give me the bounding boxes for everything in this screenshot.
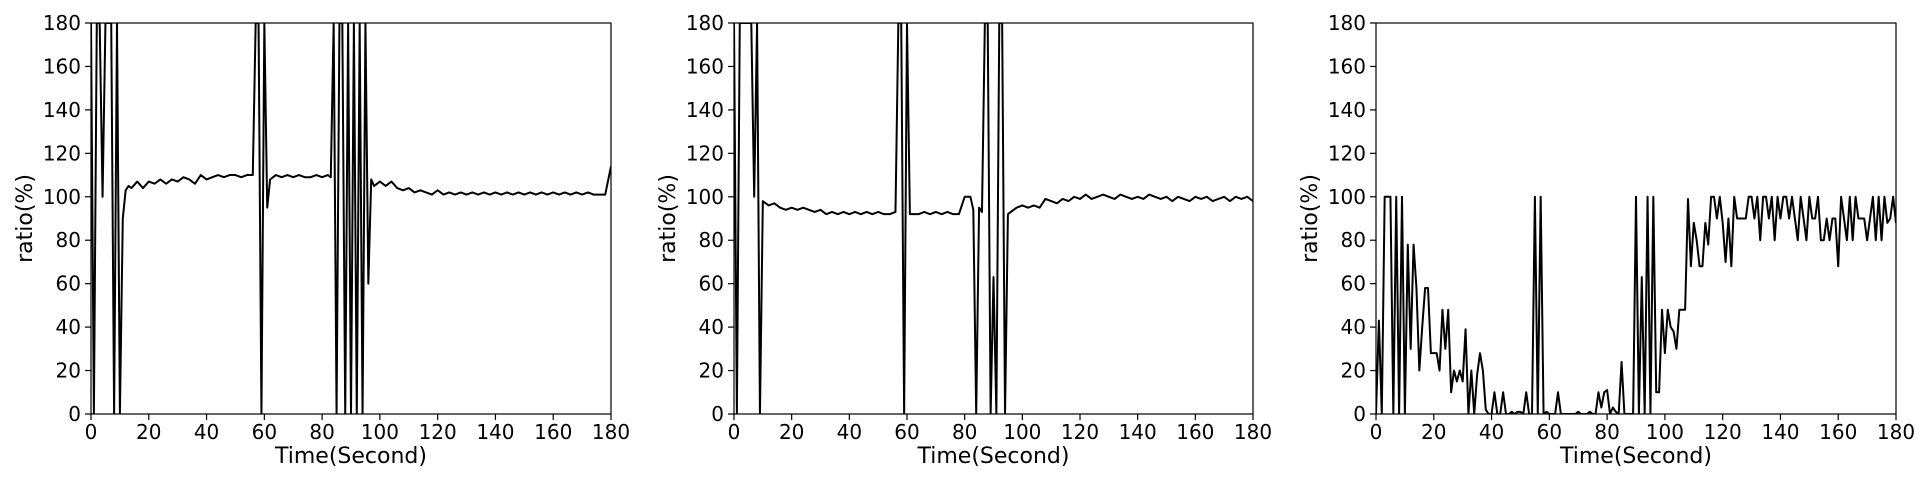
series-line: [91, 23, 611, 414]
x-tick-label: 120: [419, 420, 457, 444]
y-tick-label: 100: [43, 185, 81, 209]
series-line: [734, 23, 1253, 414]
x-tick-label: 180: [1877, 420, 1915, 444]
y-tick-label: 100: [686, 185, 724, 209]
y-tick-label: 20: [699, 359, 724, 383]
x-tick-label: 80: [952, 420, 977, 444]
x-tick-label: 0: [1370, 420, 1383, 444]
x-tick-label: 80: [1594, 420, 1619, 444]
x-tick-label: 40: [1479, 420, 1504, 444]
x-tick-label: 20: [779, 420, 804, 444]
x-tick-label: 40: [194, 420, 219, 444]
x-tick-label: 180: [1234, 420, 1272, 444]
x-tick-label: 60: [1537, 420, 1562, 444]
x-tick-label: 100: [1646, 420, 1684, 444]
x-axis-label: Time(Second): [274, 444, 427, 469]
y-tick-label: 60: [699, 272, 724, 296]
y-axis-label: ratio(%): [1298, 174, 1323, 263]
y-tick-label: 120: [1328, 141, 1366, 165]
y-tick-label: 80: [56, 228, 81, 252]
y-tick-label: 160: [1328, 54, 1366, 78]
y-axis-label: ratio(%): [13, 174, 38, 263]
x-tick-label: 100: [1003, 420, 1041, 444]
x-tick-label: 140: [1119, 420, 1157, 444]
y-tick-label: 0: [68, 402, 81, 426]
y-tick-label: 140: [686, 98, 724, 122]
x-tick-label: 0: [728, 420, 741, 444]
y-tick-label: 160: [686, 54, 724, 78]
x-tick-label: 60: [252, 420, 277, 444]
x-tick-label: 120: [1704, 420, 1742, 444]
y-tick-label: 40: [56, 315, 81, 339]
x-tick-label: 160: [1819, 420, 1857, 444]
y-tick-label: 140: [1328, 98, 1366, 122]
x-axis-label: Time(Second): [917, 444, 1070, 469]
x-tick-label: 160: [534, 420, 572, 444]
y-tick-label: 180: [43, 11, 81, 35]
y-tick-label: 40: [699, 315, 724, 339]
x-tick-label: 140: [1761, 420, 1799, 444]
y-tick-label: 80: [1341, 228, 1366, 252]
y-tick-label: 60: [1341, 272, 1366, 296]
y-tick-label: 180: [1328, 11, 1366, 35]
y-tick-label: 160: [43, 54, 81, 78]
plot-frame: [733, 22, 1254, 415]
x-tick-label: 100: [361, 420, 399, 444]
y-tick-label: 60: [56, 272, 81, 296]
y-tick-label: 40: [1341, 315, 1366, 339]
x-tick-label: 40: [837, 420, 862, 444]
plot-frame: [90, 22, 612, 415]
x-tick-label: 20: [136, 420, 161, 444]
y-tick-label: 120: [43, 141, 81, 165]
series-line: [1376, 195, 1896, 414]
x-tick-label: 80: [309, 420, 334, 444]
y-tick-label: 0: [1353, 402, 1366, 426]
x-tick-label: 120: [1061, 420, 1099, 444]
chart-panel-3: 0 20 40 60 80 100 120 140 160 180 0 20 40 60 80 100 120 1…: [1298, 11, 1915, 469]
y-tick-label: 140: [43, 98, 81, 122]
chart-panel-2: 0 20 40 60 80 100 120 140 160 180 0 20 40 60 80 100 120 1…: [656, 11, 1272, 469]
x-tick-label: 140: [476, 420, 514, 444]
y-tick-label: 20: [1341, 359, 1366, 383]
y-tick-label: 180: [686, 11, 724, 35]
x-tick-label: 0: [85, 420, 98, 444]
y-tick-label: 80: [699, 228, 724, 252]
y-tick-label: 100: [1328, 185, 1366, 209]
y-axis-label: ratio(%): [656, 174, 681, 263]
y-tick-label: 0: [711, 402, 724, 426]
plot-frame: [1375, 22, 1897, 415]
chart-panel-1: 0 20 40 60 80 100 120 140 160 180 0 20 40 60 80 100 120 1…: [13, 11, 630, 469]
x-tick-label: 160: [1176, 420, 1214, 444]
x-tick-label: 60: [894, 420, 919, 444]
x-axis-label: Time(Second): [1559, 444, 1712, 469]
x-tick-label: 20: [1421, 420, 1446, 444]
x-tick-label: 180: [592, 420, 630, 444]
y-tick-label: 120: [686, 141, 724, 165]
y-tick-label: 20: [56, 359, 81, 383]
